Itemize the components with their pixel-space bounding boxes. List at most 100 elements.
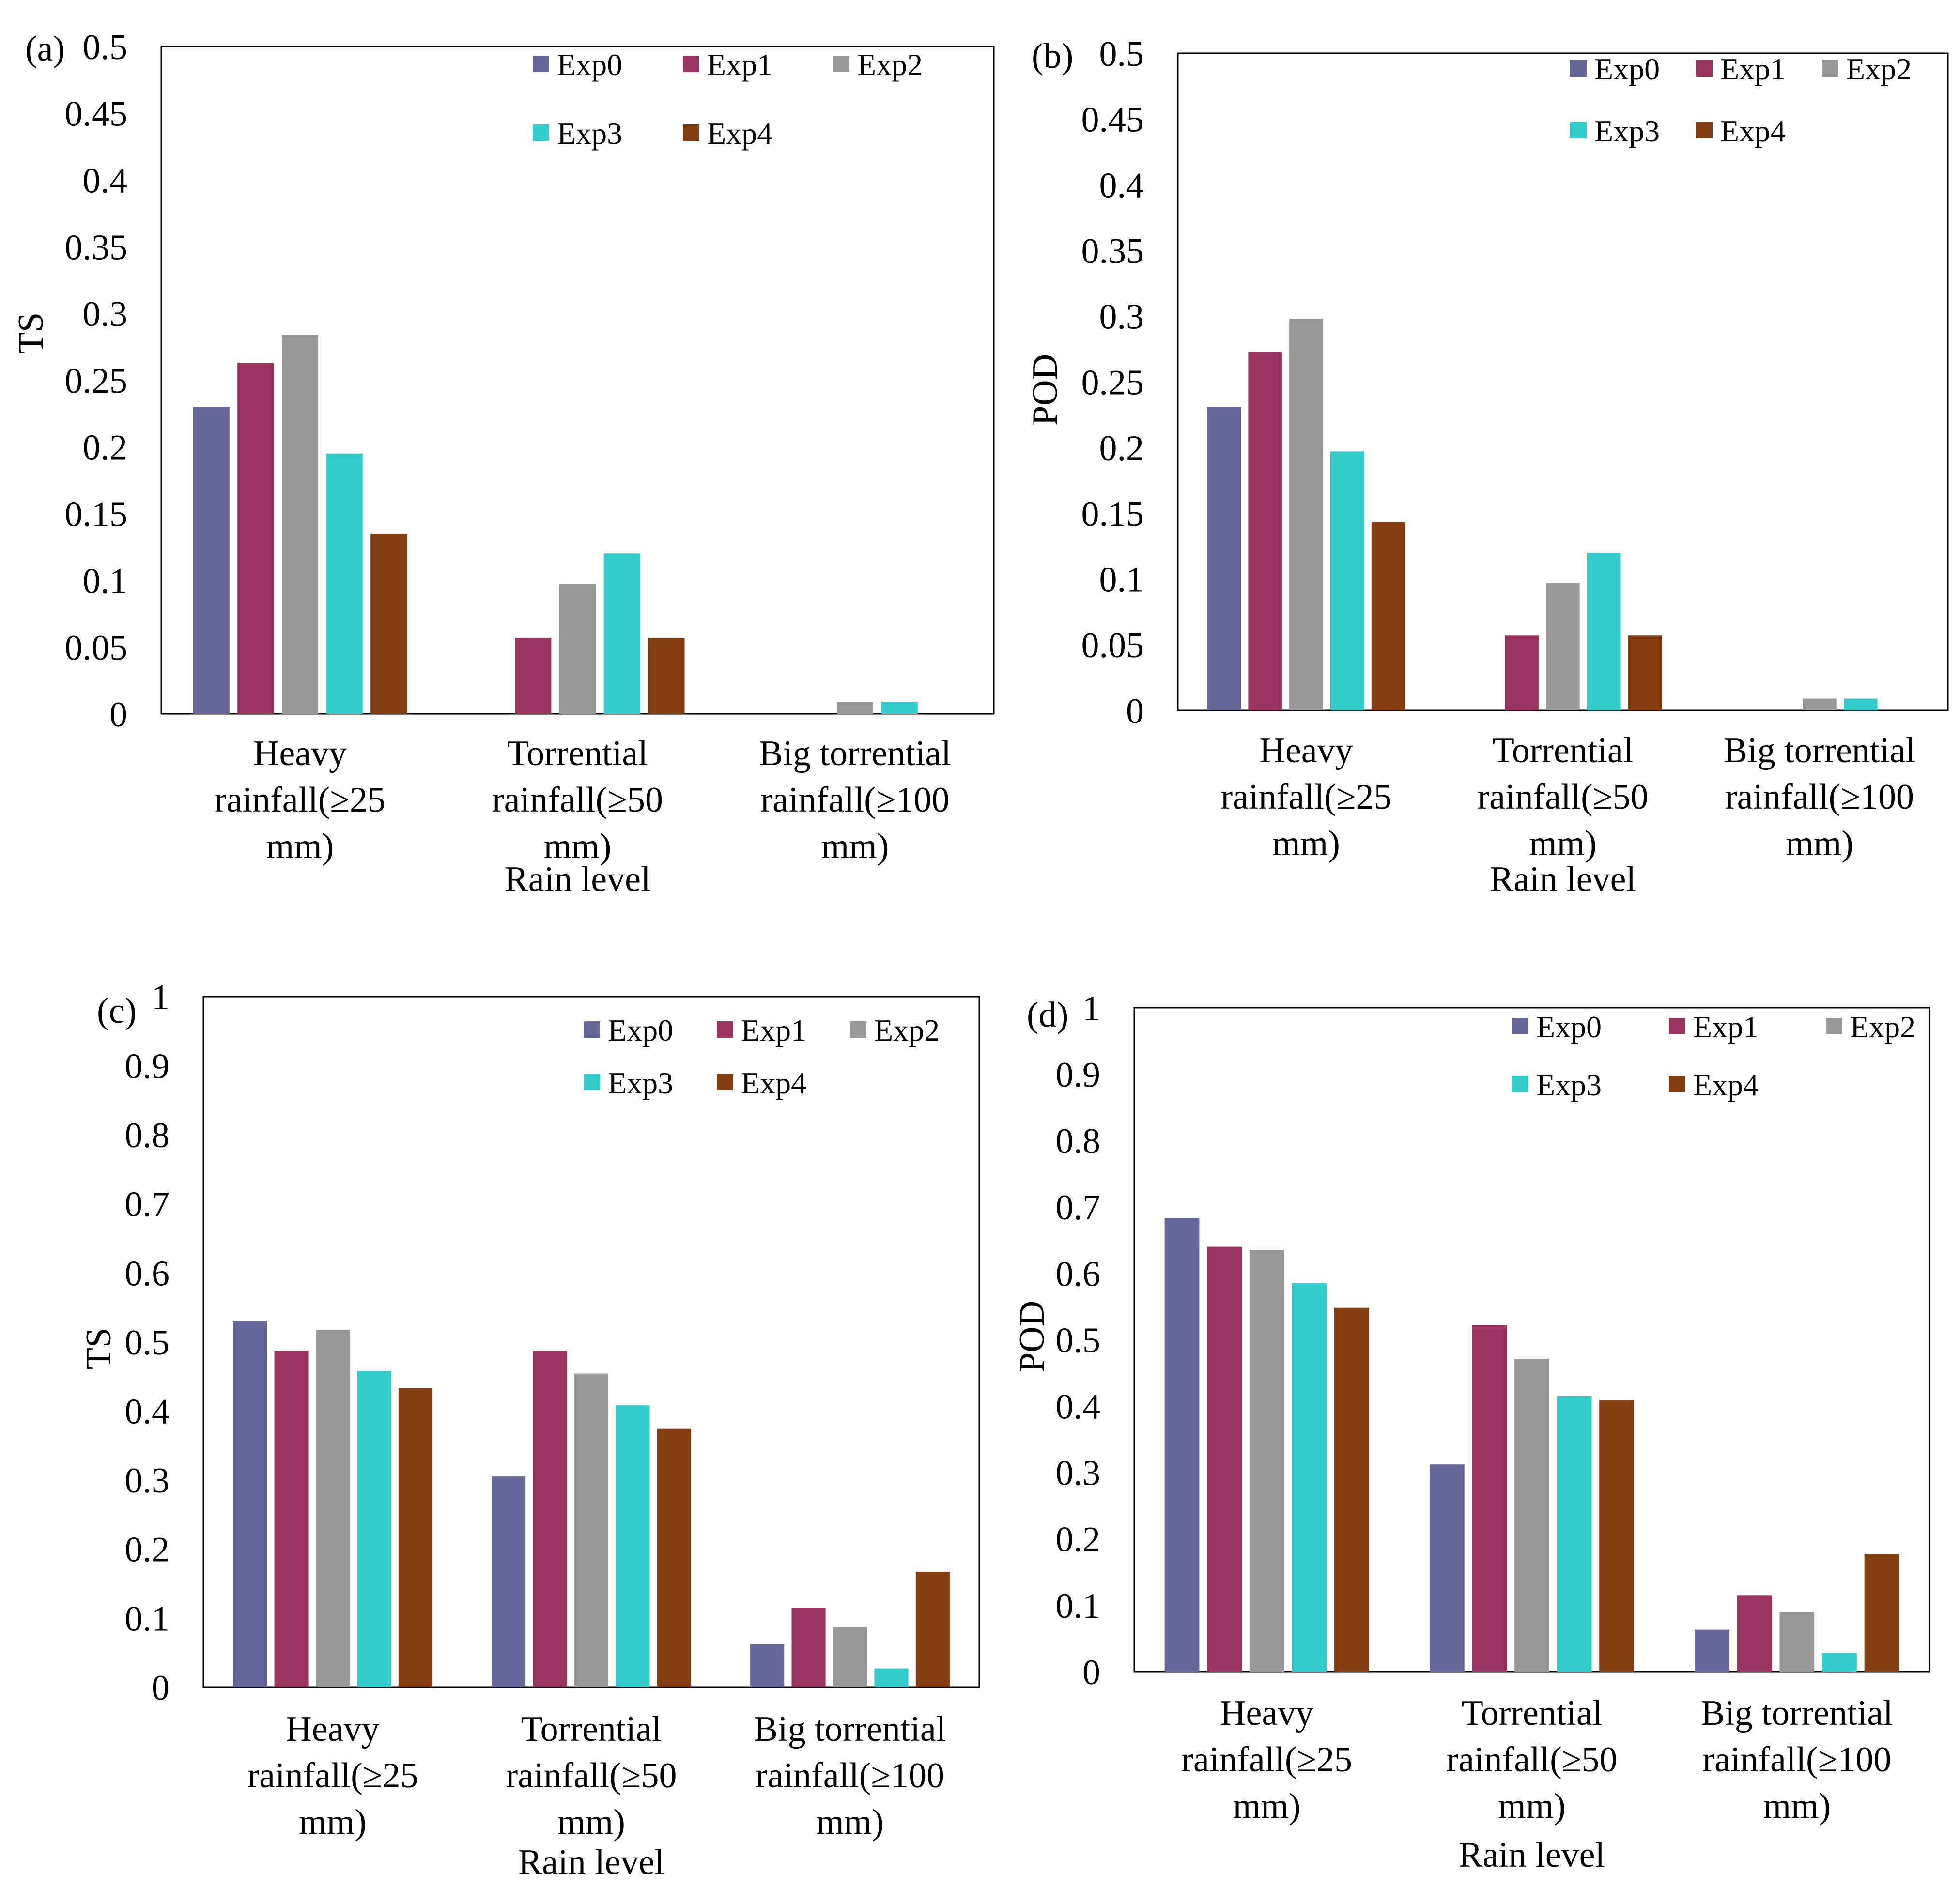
- bar-exp3-cat-heavy: [326, 453, 363, 714]
- bar-exp1-cat-torrential: [533, 1351, 567, 1687]
- cat-heavy-label: rainfall(≥25: [247, 1756, 418, 1796]
- bar-exp0-cat-heavy: [233, 1321, 267, 1687]
- cat-big-torrential-label: Big torrential: [1701, 1693, 1893, 1733]
- y-tick-label: 0.1: [83, 561, 128, 601]
- legend-label-exp4: Exp4: [707, 116, 772, 151]
- legend-swatch-exp3: [1570, 122, 1587, 138]
- legend-swatch-exp3: [1512, 1076, 1528, 1092]
- bar-exp2-cat-heavy: [281, 335, 319, 714]
- y-tick-label: 0.3: [1099, 297, 1144, 337]
- y-tick-label: 0.7: [1056, 1188, 1101, 1228]
- cat-big-torrential-label: rainfall(≥100: [761, 780, 950, 820]
- bar-exp0-cat-torrential: [1429, 1464, 1465, 1672]
- cat-heavy-label: mm): [1272, 824, 1340, 863]
- cat-torrential-label: Torrential: [507, 734, 648, 773]
- legend-swatch-exp4: [683, 124, 699, 141]
- legend-label-exp0: Exp0: [557, 47, 622, 82]
- bar-exp4-cat-heavy: [398, 1388, 432, 1687]
- y-tick-label: 0.35: [1081, 231, 1144, 271]
- y-tick-label: 1: [152, 978, 170, 1017]
- legend-swatch-exp0: [584, 1021, 600, 1038]
- y-tick-label: 0.2: [1099, 429, 1144, 468]
- legend-label-exp4: Exp4: [1693, 1068, 1759, 1102]
- y-tick-label: 0.8: [1056, 1121, 1101, 1161]
- legend-swatch-exp0: [1512, 1018, 1528, 1034]
- bar-exp0-cat-torrential: [492, 1476, 526, 1687]
- x-axis-label: Rain level: [1459, 1835, 1605, 1875]
- bar-exp4-cat-heavy: [1334, 1307, 1369, 1672]
- y-tick-label: 0.5: [1056, 1321, 1101, 1360]
- y-tick-label: 0.4: [83, 161, 128, 201]
- cat-big-torrential-label: mm): [1763, 1786, 1831, 1826]
- cat-heavy-label: Heavy: [1220, 1693, 1313, 1733]
- x-axis-label: Rain level: [504, 860, 650, 899]
- panel-label: (b): [1032, 36, 1073, 76]
- bar-exp2-cat-big-torrential: [833, 1627, 867, 1687]
- bar-exp2-cat-big-torrential: [1803, 698, 1837, 710]
- bar-exp1-cat-big-torrential: [791, 1608, 826, 1687]
- cat-big-torrential-label: mm): [1786, 824, 1853, 863]
- legend-swatch-exp1: [717, 1021, 733, 1038]
- bar-exp1-cat-heavy: [1207, 1246, 1242, 1672]
- legend-label-exp2: Exp2: [874, 1013, 940, 1047]
- bar-exp1-cat-torrential: [1505, 635, 1539, 710]
- bar-exp2-cat-torrential: [1546, 583, 1580, 710]
- cat-torrential-label: Torrential: [1462, 1693, 1603, 1733]
- bar-exp2-cat-heavy: [1249, 1250, 1284, 1672]
- bar-exp4-cat-torrential: [657, 1428, 691, 1687]
- cat-big-torrential-label: Big torrential: [754, 1709, 946, 1749]
- y-tick-label: 0.4: [1099, 166, 1144, 205]
- y-tick-label: 0.2: [125, 1530, 170, 1570]
- legend-label-exp1: Exp1: [1720, 52, 1786, 86]
- bar-exp3-cat-heavy: [1330, 451, 1364, 710]
- cat-heavy-label: Heavy: [1259, 731, 1353, 770]
- y-tick-label: 0.3: [125, 1461, 170, 1501]
- cat-torrential-label: mm): [557, 1802, 625, 1842]
- legend-swatch-exp0: [1570, 60, 1587, 77]
- legend-swatch-exp1: [1696, 60, 1713, 77]
- cat-big-torrential-label: Big torrential: [1724, 731, 1916, 770]
- legend-label-exp3: Exp3: [557, 116, 622, 151]
- y-tick-label: 0.5: [1099, 34, 1144, 74]
- cat-heavy-label: rainfall(≥25: [1221, 777, 1392, 817]
- cat-torrential-label: mm): [1529, 824, 1597, 863]
- legend-label-exp0: Exp0: [1536, 1010, 1602, 1044]
- bar-exp0-cat-big-torrential: [750, 1644, 785, 1687]
- bar-exp4-cat-torrential: [648, 637, 685, 714]
- panel-label: (c): [97, 991, 137, 1031]
- x-axis-label: Rain level: [518, 1843, 664, 1882]
- y-tick-label: 0.6: [1056, 1254, 1101, 1294]
- bar-exp0-cat-heavy: [1207, 407, 1241, 710]
- bar-exp4-cat-big-torrential: [915, 1571, 950, 1687]
- legend-label-exp0: Exp0: [1594, 52, 1660, 86]
- y-tick-label: 0.9: [125, 1047, 170, 1087]
- y-tick-label: 0.25: [1081, 363, 1144, 402]
- cat-torrential-label: mm): [544, 827, 612, 866]
- bar-exp3-cat-big-torrential: [1844, 698, 1878, 710]
- legend-label-exp1: Exp1: [1693, 1010, 1759, 1044]
- y-tick-label: 0.9: [1056, 1055, 1101, 1095]
- bar-exp2-cat-big-torrential: [836, 702, 874, 714]
- cat-torrential-label: rainfall(≥50: [1447, 1740, 1618, 1780]
- cat-torrential-label: mm): [1498, 1786, 1566, 1826]
- legend-swatch-exp0: [533, 56, 549, 72]
- x-axis-label: Rain level: [1490, 860, 1636, 899]
- bar-exp4-cat-heavy: [1371, 522, 1405, 710]
- cat-big-torrential-label: rainfall(≥100: [1725, 777, 1914, 817]
- y-axis-label: POD: [1025, 354, 1065, 426]
- bar-exp0-cat-heavy: [1164, 1218, 1200, 1672]
- y-tick-label: 0.8: [125, 1116, 170, 1155]
- y-tick-label: 0.05: [1081, 626, 1144, 665]
- y-tick-label: 0.3: [83, 294, 128, 334]
- y-tick-label: 0.4: [125, 1392, 170, 1432]
- bar-exp4-cat-torrential: [1599, 1400, 1634, 1672]
- y-tick-label: 0.45: [1081, 100, 1144, 140]
- legend-label-exp2: Exp2: [857, 47, 923, 82]
- bar-exp1-cat-heavy: [237, 363, 274, 714]
- bar-exp1-cat-big-torrential: [1737, 1595, 1772, 1672]
- panel-d: 0 0.1 0.2 0.3 0.4 0.5 0.6 0.7 0.8 0.9 1 (d) POD Exp0 E…: [1012, 989, 1930, 1875]
- bar-exp3-cat-torrential: [1557, 1396, 1592, 1672]
- bar-exp3-cat-heavy: [1292, 1283, 1327, 1672]
- legend-swatch-exp3: [584, 1074, 600, 1090]
- panel-b: 0 0.05 0.1 0.15 0.2 0.25 0.3 0.35 0.4 0.45 0.5 (b) P…: [1025, 34, 1949, 899]
